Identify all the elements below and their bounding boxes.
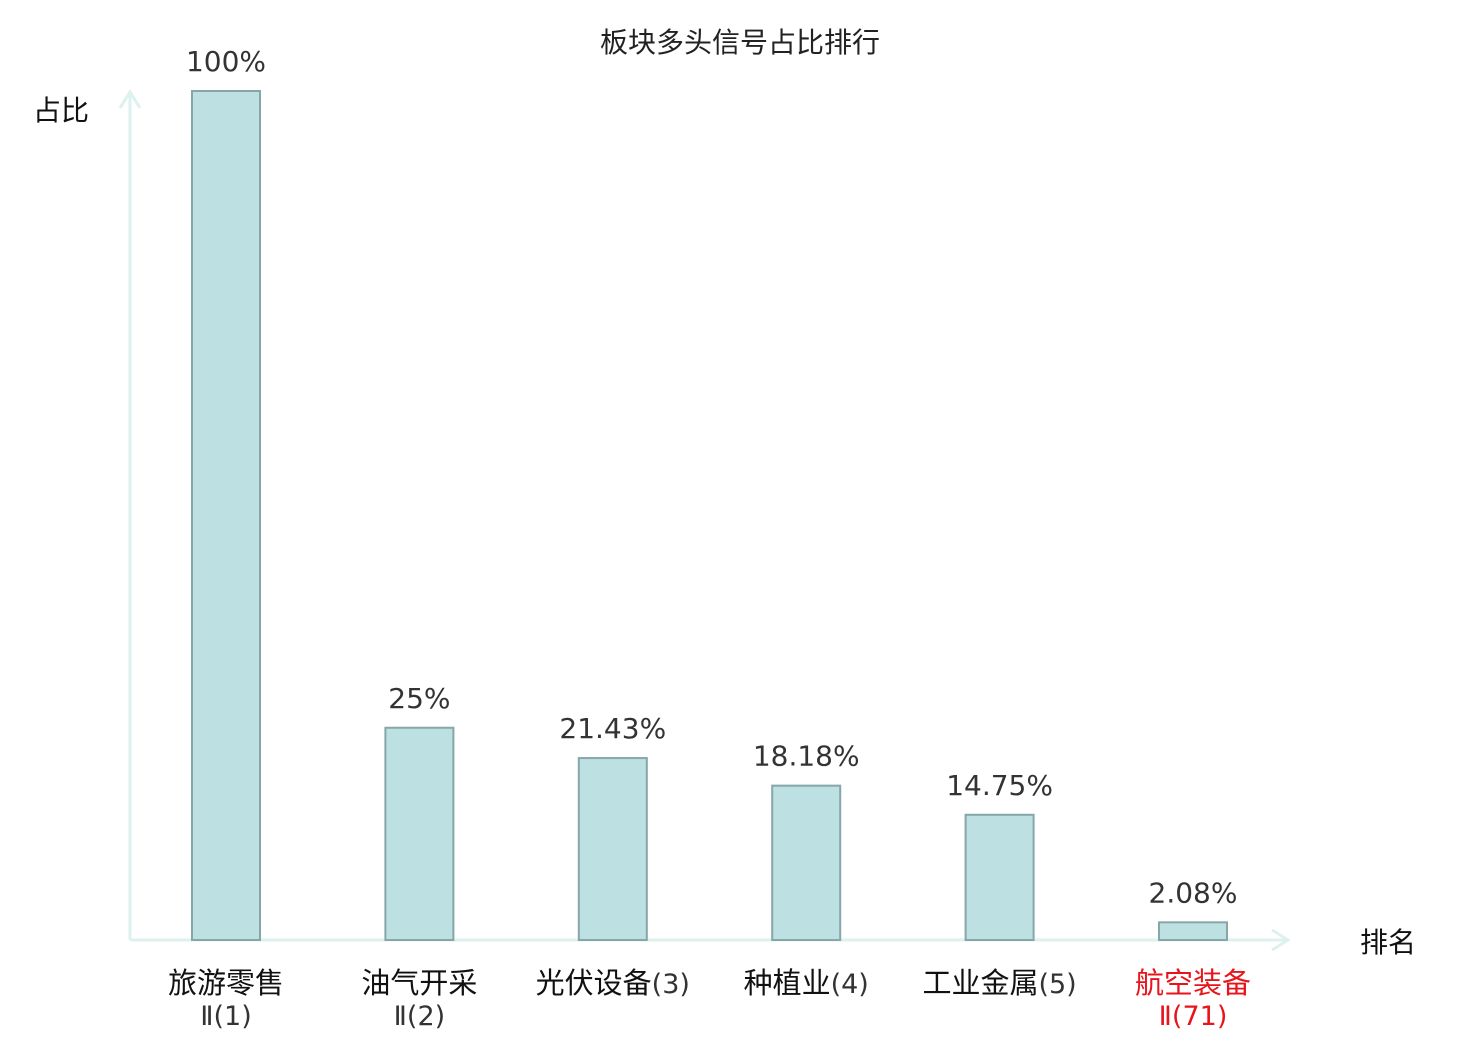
value-label-2: 25% xyxy=(388,682,450,715)
value-label-4: 18.18% xyxy=(753,740,860,773)
category-label-1: 旅游零售 Ⅱ(1) xyxy=(168,966,284,1032)
y-axis xyxy=(118,89,142,940)
value-label-6: 2.08% xyxy=(1149,876,1238,909)
bar-1 xyxy=(191,90,261,941)
bar-5 xyxy=(964,813,1035,942)
x-axis xyxy=(130,928,1291,952)
bars-group xyxy=(191,90,1228,942)
value-label-1: 100% xyxy=(186,45,266,78)
value-label-3: 21.43% xyxy=(559,712,666,745)
value-label-5: 14.75% xyxy=(946,769,1053,802)
chart-title: 板块多头信号占比排行 xyxy=(600,26,880,59)
y-axis-label: 占比 xyxy=(33,94,89,127)
value-labels-group: 100% 25% 21.43% 18.18% 14.75% 2.08% xyxy=(186,45,1238,909)
x-axis-label: 排名 xyxy=(1360,926,1416,959)
category-label-5: 工业金属(5) xyxy=(922,966,1076,1000)
category-label-6: 航空装备 Ⅱ(71) xyxy=(1135,966,1251,1032)
bar-3 xyxy=(577,757,648,942)
bar-2 xyxy=(384,726,455,941)
category-label-4: 种植业(4) xyxy=(744,966,869,1000)
bar-6 xyxy=(1158,921,1228,942)
category-label-3: 光伏设备(3) xyxy=(536,966,690,1000)
category-label-2: 油气开采 Ⅱ(2) xyxy=(361,966,477,1032)
category-labels-group: 旅游零售 Ⅱ(1) 油气开采 Ⅱ(2) 光伏设备(3) 种植业(4) 工业金属(5) 航空装备… xyxy=(168,966,1251,1032)
bar-4 xyxy=(771,784,842,941)
